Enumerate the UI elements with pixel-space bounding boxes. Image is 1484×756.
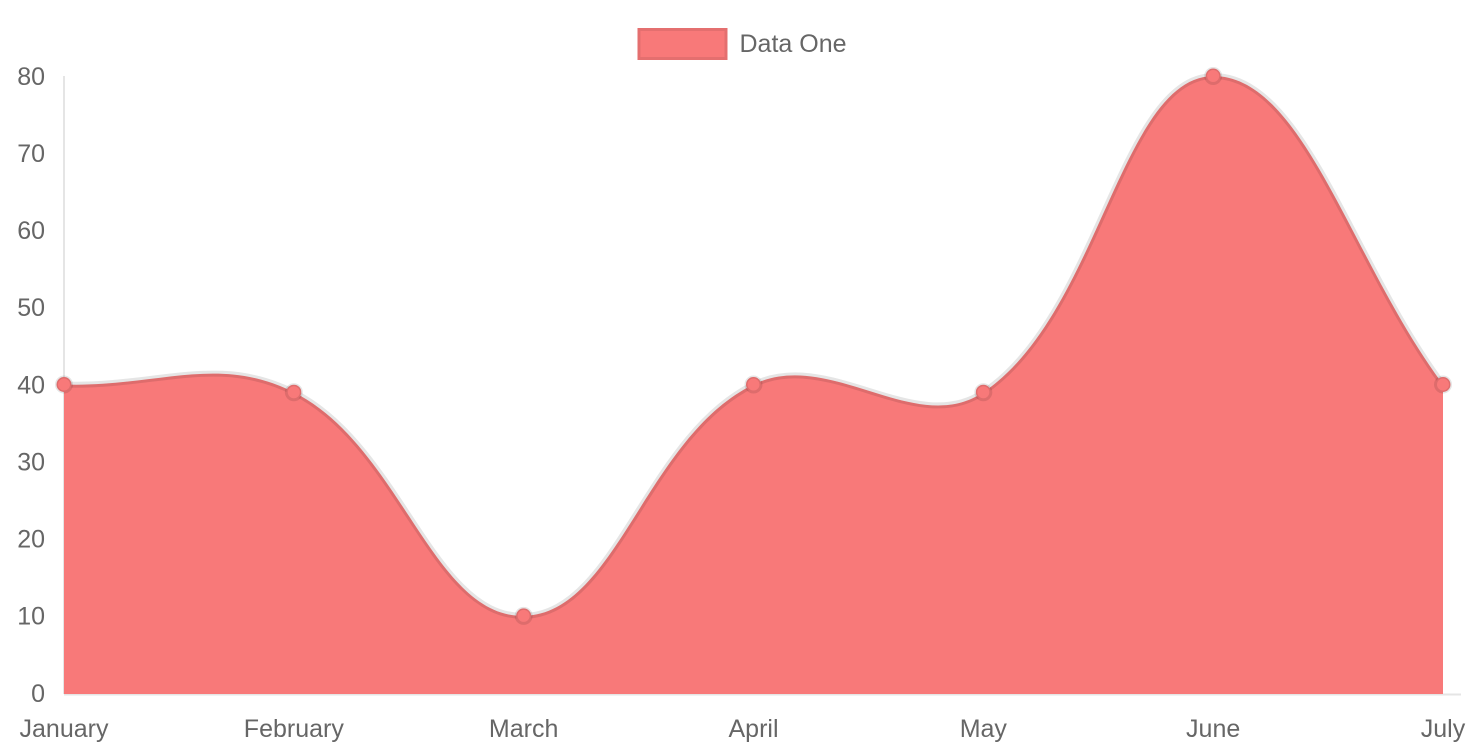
- x-axis-tick-label: June: [1186, 715, 1240, 743]
- legend-label: Data One: [739, 29, 847, 58]
- x-axis-tick-labels: January February March April May June July: [20, 715, 1466, 743]
- x-axis-tick-label: January: [20, 715, 109, 743]
- legend-item-data-one[interactable]: Data One: [637, 28, 847, 60]
- x-axis-tick-label: May: [960, 715, 1008, 743]
- y-axis-tick-label: 80: [17, 63, 45, 91]
- y-axis-tick-labels: 0 10 20 30 40 50 60 70 80: [17, 63, 45, 708]
- y-axis-tick-label: 40: [17, 371, 45, 399]
- y-axis-tick-label: 0: [31, 680, 45, 708]
- x-axis-tick-label: March: [489, 715, 558, 743]
- y-axis-tick-label: 60: [17, 217, 45, 245]
- data-points-group: [55, 67, 1452, 625]
- y-axis-tick-label: 50: [17, 294, 45, 322]
- x-axis-tick-label: February: [244, 715, 345, 743]
- y-axis-tick-label: 20: [17, 526, 45, 554]
- y-axis-tick-label: 70: [17, 140, 45, 168]
- legend-swatch: [637, 28, 728, 60]
- data-point-march[interactable]: [514, 606, 533, 625]
- x-axis-tick-label: April: [728, 715, 778, 743]
- data-point-june[interactable]: [1204, 67, 1223, 85]
- data-point-february[interactable]: [284, 383, 303, 402]
- y-axis-tick-label: 10: [17, 603, 45, 631]
- data-point-january[interactable]: [55, 375, 73, 394]
- data-point-april[interactable]: [744, 375, 763, 394]
- data-point-july[interactable]: [1434, 375, 1452, 394]
- y-axis-tick-label: 30: [17, 448, 45, 476]
- data-point-may[interactable]: [974, 383, 993, 402]
- x-axis-tick-label: July: [1421, 715, 1466, 743]
